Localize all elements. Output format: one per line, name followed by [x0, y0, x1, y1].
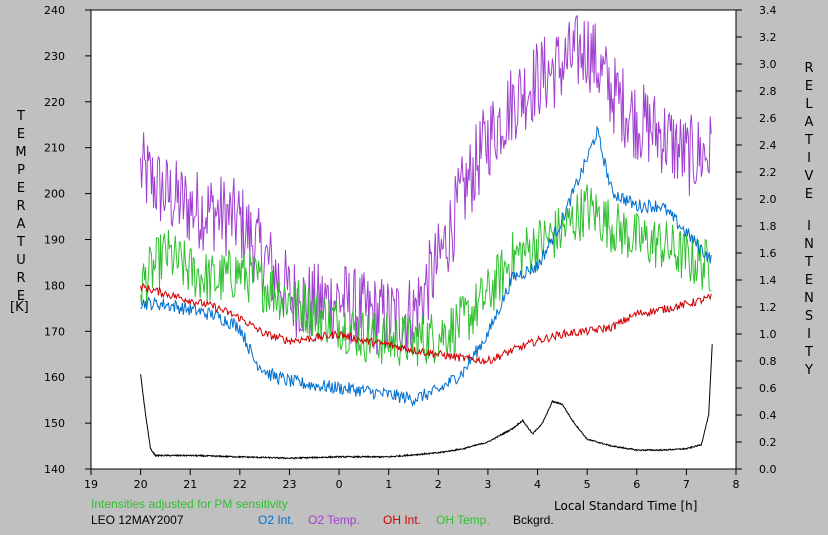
bckgrd-line	[140, 344, 713, 460]
x-tick-label: 3	[484, 478, 491, 491]
right-tick-label: 0.0	[759, 463, 777, 476]
right-tick-label: 2.8	[759, 85, 777, 98]
x-tick-label: 2	[435, 478, 442, 491]
o2-int-line	[140, 125, 712, 408]
x-tick-label: 4	[534, 478, 541, 491]
x-tick-label: 0	[336, 478, 343, 491]
right-tick-label: 1.8	[759, 220, 777, 233]
legend-o2-int: O2 Int.	[258, 513, 295, 527]
x-tick-label: 20	[134, 478, 148, 491]
legend-o2-temp: O2 Temp.	[308, 513, 360, 527]
x-tick-label: 7	[683, 478, 690, 491]
sensitivity-note: Intensities adjusted for PM sensitivity	[91, 497, 288, 511]
right-tick-label: 0.6	[759, 382, 777, 395]
left-tick-label: 180	[44, 279, 65, 292]
station-date: LEO 12MAY2007	[91, 513, 184, 527]
x-tick-label: 23	[282, 478, 296, 491]
right-tick-label: 1.0	[759, 328, 777, 341]
x-tick-label: 21	[183, 478, 197, 491]
x-tick-label: 6	[633, 478, 640, 491]
right-tick-label: 0.8	[759, 355, 777, 368]
oh-int-line	[140, 282, 712, 365]
axes-layer: 19 20 21 22 23 0 1 2 3 4 5 6 7 8140150160170180190200…	[44, 4, 777, 491]
right-tick-label: 2.2	[759, 166, 777, 179]
right-tick-label: 3.0	[759, 58, 777, 71]
x-tick-label: 22	[233, 478, 247, 491]
left-tick-label: 230	[44, 50, 65, 63]
x-axis-label: Local Standard Time [h]	[554, 499, 698, 513]
left-axis-unit: [K]	[10, 300, 29, 315]
right-tick-label: 0.2	[759, 436, 777, 449]
x-tick-label: 8	[733, 478, 740, 491]
right-tick-label: 2.6	[759, 112, 777, 125]
legend-oh-int: OH Int.	[383, 513, 422, 527]
legend-bckgrd: Bckgrd.	[513, 513, 554, 527]
left-tick-label: 200	[44, 188, 65, 201]
right-tick-label: 2.0	[759, 193, 777, 206]
series-layer	[140, 15, 713, 460]
right-tick-label: 1.2	[759, 301, 777, 314]
x-tick-label: 19	[84, 478, 98, 491]
o2-temp-line	[140, 15, 712, 355]
right-tick-label: 2.4	[759, 139, 777, 152]
left-tick-label: 210	[44, 142, 65, 155]
right-tick-label: 0.4	[759, 409, 777, 422]
x-tick-label: 5	[584, 478, 591, 491]
left-tick-label: 160	[44, 371, 65, 384]
right-tick-label: 3.4	[759, 4, 777, 17]
left-tick-label: 150	[44, 417, 65, 430]
legend-oh-temp: OH Temp.	[436, 513, 490, 527]
right-tick-label: 1.6	[759, 247, 777, 260]
left-tick-label: 140	[44, 463, 65, 476]
left-tick-label: 190	[44, 234, 65, 247]
oh-temp-line	[140, 184, 712, 367]
left-tick-label: 220	[44, 96, 65, 109]
left-tick-label: 240	[44, 4, 65, 17]
left-tick-label: 170	[44, 325, 65, 338]
right-tick-label: 1.4	[759, 274, 777, 287]
x-tick-label: 1	[385, 478, 392, 491]
right-tick-label: 3.2	[759, 31, 777, 44]
